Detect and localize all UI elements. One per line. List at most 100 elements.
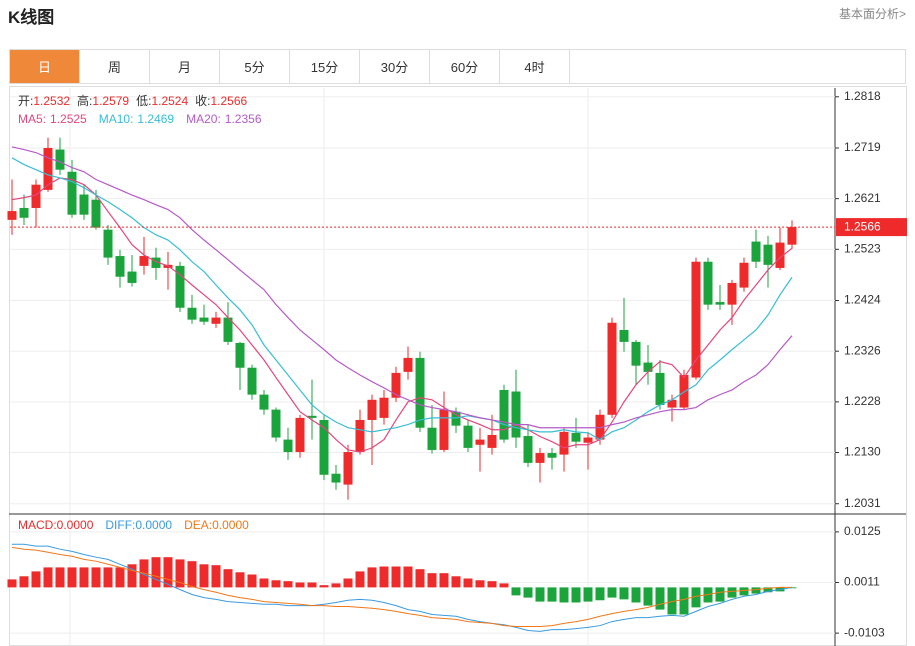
candle-body xyxy=(475,439,485,445)
candle-body xyxy=(19,207,29,218)
macd-bar xyxy=(103,567,113,588)
candle-body xyxy=(343,452,353,485)
candle-body xyxy=(175,265,185,308)
macd-bar xyxy=(331,583,341,588)
candle-body xyxy=(679,374,689,408)
legend-label: MACD: xyxy=(18,518,57,532)
legend-value: 0.0000 xyxy=(135,518,172,532)
candle-body xyxy=(247,367,257,395)
macd-bar xyxy=(643,587,653,606)
candle-body xyxy=(139,256,149,266)
ohlc-info: 开:1.2532 高:1.2579 低:1.2524 收:1.2566 xyxy=(18,93,248,108)
macd-bar xyxy=(391,566,401,588)
period-tab[interactable]: 30分 xyxy=(360,50,430,83)
y-tick-label: 0.0125 xyxy=(844,524,881,538)
macd-bar xyxy=(619,587,629,600)
macd-bar xyxy=(451,576,461,588)
legend-label: DIFF: xyxy=(105,518,135,532)
y-tick-label: 1.2228 xyxy=(844,394,881,408)
candle-body xyxy=(715,302,725,305)
macd-bar xyxy=(79,567,89,588)
period-tab[interactable]: 月 xyxy=(150,50,220,83)
candle-body xyxy=(439,409,449,450)
candle-body xyxy=(415,357,425,428)
macd-bar xyxy=(727,587,737,598)
candle-body xyxy=(103,229,113,258)
macd-bar xyxy=(631,587,641,603)
candle-body xyxy=(259,394,269,410)
candle-body xyxy=(55,149,65,170)
macd-bar xyxy=(751,587,761,594)
period-tab[interactable]: 15分 xyxy=(290,50,360,83)
macd-bar xyxy=(667,587,677,615)
macd-bar xyxy=(463,578,473,588)
macd-bar xyxy=(439,573,449,588)
fundamental-link[interactable]: 基本面分析> xyxy=(838,7,906,21)
candle-body xyxy=(499,389,509,440)
period-tab[interactable]: 日 xyxy=(10,50,80,83)
macd-bar xyxy=(223,569,233,588)
macd-bar xyxy=(403,566,413,588)
macd-bar xyxy=(547,587,557,602)
macd-bar xyxy=(259,578,269,588)
macd-bar xyxy=(367,567,377,588)
candle-body xyxy=(787,227,797,245)
legend-label: DEA: xyxy=(184,518,212,532)
macd-bar xyxy=(655,587,665,610)
candle-body xyxy=(367,399,377,420)
macd-bar xyxy=(163,557,173,588)
period-tab[interactable]: 周 xyxy=(80,50,150,83)
macd-bar xyxy=(19,576,29,588)
period-tab[interactable]: 60分 xyxy=(430,50,500,83)
candle-body xyxy=(211,317,221,324)
legend-label: MA10: xyxy=(99,112,134,126)
candle-body xyxy=(223,317,233,342)
period-tab[interactable]: 5分 xyxy=(220,50,290,83)
period-tab[interactable]: 4时 xyxy=(500,50,570,83)
macd-bar xyxy=(379,566,389,588)
candle-body xyxy=(727,282,737,305)
ohlc-value: 1.2532 xyxy=(33,94,70,108)
macd-bar xyxy=(91,567,101,588)
candle-body xyxy=(199,317,209,322)
ohlc-label: 高: xyxy=(77,93,92,108)
candle-body xyxy=(655,372,665,405)
macd-bar xyxy=(595,587,605,601)
macd-bar xyxy=(763,587,773,593)
macd-bar xyxy=(343,578,353,588)
macd-bar xyxy=(523,587,533,598)
candle-body xyxy=(115,256,125,277)
macd-bar xyxy=(319,585,329,588)
candle-body xyxy=(487,434,497,448)
macd-bar xyxy=(247,574,257,588)
ohlc-value: 1.2524 xyxy=(151,94,188,108)
candle-body xyxy=(319,419,329,475)
macd-bar xyxy=(739,587,749,596)
macd-bar xyxy=(199,564,209,588)
macd-bar xyxy=(427,573,437,588)
legend-value: 0.0000 xyxy=(57,518,94,532)
y-tick-label: 1.2523 xyxy=(844,241,881,255)
ohlc-value: 1.2579 xyxy=(92,94,129,108)
candle-body xyxy=(739,262,749,288)
macd-bar xyxy=(7,579,17,588)
candle-body xyxy=(307,415,317,418)
ohlc-value: 1.2566 xyxy=(210,94,247,108)
candle-body xyxy=(583,437,593,443)
ma-line xyxy=(11,146,793,429)
candle-body xyxy=(763,244,773,265)
candle-body xyxy=(7,211,17,220)
page-title: K线图 xyxy=(8,8,55,27)
candle-body xyxy=(151,257,161,268)
ohlc-label: 低: xyxy=(136,94,151,108)
candle-body xyxy=(403,357,413,372)
macd-bar xyxy=(43,567,53,588)
candle-body xyxy=(283,439,293,453)
candle-body xyxy=(91,199,101,228)
macd-bar xyxy=(31,571,41,588)
legend-value: 1.2356 xyxy=(225,112,262,126)
candle-body xyxy=(79,194,89,215)
macd-bar xyxy=(511,587,521,596)
candle-body xyxy=(571,432,581,442)
candle-body xyxy=(619,329,629,342)
